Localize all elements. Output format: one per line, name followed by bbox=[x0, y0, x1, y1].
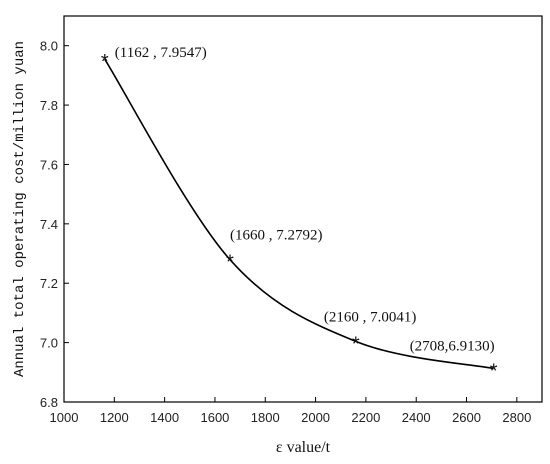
y-tick-label: 7.2 bbox=[40, 276, 58, 291]
plot-frame bbox=[63, 15, 543, 403]
data-label: (2708,6.9130) bbox=[410, 338, 495, 354]
data-point-marker: * bbox=[101, 51, 109, 73]
data-point-marker: * bbox=[226, 252, 234, 274]
data-label: (1162 , 7.9547) bbox=[115, 45, 207, 61]
x-axis: 1000 1200 1400 1600 1800 2000 2200 2400 2600 2800 bbox=[50, 397, 531, 425]
x-tick-label: 2200 bbox=[351, 410, 380, 425]
y-axis-title: Annual total operating cost/million yuan bbox=[12, 41, 28, 377]
x-tick-label: 1800 bbox=[251, 410, 280, 425]
y-tick-label: 6.8 bbox=[40, 395, 58, 410]
data-labels: (1162 , 7.9547) (1660 , 7.2792) (2160 , 7.… bbox=[115, 45, 495, 354]
x-tick-label: 1600 bbox=[200, 410, 229, 425]
x-tick-label: 1200 bbox=[100, 410, 129, 425]
y-tick-label: 8.0 bbox=[40, 39, 58, 54]
series-line bbox=[104, 58, 494, 370]
x-tick-label: 1000 bbox=[50, 410, 79, 425]
data-point-marker: * bbox=[490, 360, 498, 382]
y-tick-label: 7.4 bbox=[40, 217, 58, 232]
x-tick-label: 2000 bbox=[301, 410, 330, 425]
x-tick-label: 2800 bbox=[502, 410, 531, 425]
x-tick-label: 1400 bbox=[150, 410, 179, 425]
data-label: (1660 , 7.2792) bbox=[230, 228, 323, 244]
x-tick-label: 2400 bbox=[402, 410, 431, 425]
y-axis: 6.8 7.0 7.2 7.4 7.6 7.8 8.0 bbox=[40, 39, 69, 410]
x-axis-title: ε value/t bbox=[276, 439, 331, 456]
y-tick-label: 7.6 bbox=[40, 157, 58, 172]
x-tick-label: 2600 bbox=[452, 410, 481, 425]
data-label: (2160 , 7.0041) bbox=[324, 309, 417, 325]
series-markers: * * * * bbox=[101, 51, 498, 382]
data-point-marker: * bbox=[352, 333, 360, 355]
y-tick-label: 7.8 bbox=[40, 98, 58, 113]
y-tick-label: 7.0 bbox=[40, 336, 58, 351]
